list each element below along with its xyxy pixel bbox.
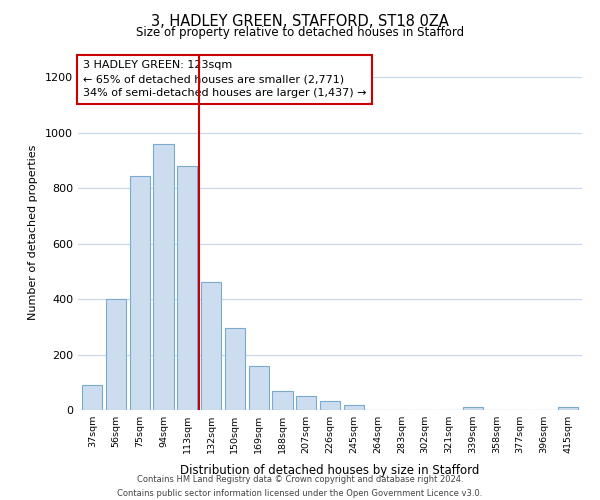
Bar [177,166,197,410]
Text: Contains HM Land Registry data © Crown copyright and database right 2024.
Contai: Contains HM Land Registry data © Crown c… [118,476,482,498]
Bar [344,405,364,410]
Bar [463,407,483,410]
Bar [296,396,316,410]
Bar [154,144,173,410]
Bar [106,299,126,410]
Bar [272,390,293,410]
Bar [557,407,578,410]
Text: 3, HADLEY GREEN, STAFFORD, ST18 0ZA: 3, HADLEY GREEN, STAFFORD, ST18 0ZA [151,14,449,29]
Bar [320,401,340,410]
Text: 3 HADLEY GREEN: 123sqm
← 65% of detached houses are smaller (2,771)
34% of semi-: 3 HADLEY GREEN: 123sqm ← 65% of detached… [83,60,367,98]
Bar [130,176,150,410]
Bar [201,282,221,410]
Text: Size of property relative to detached houses in Stafford: Size of property relative to detached ho… [136,26,464,39]
X-axis label: Distribution of detached houses by size in Stafford: Distribution of detached houses by size … [181,464,479,477]
Bar [225,328,245,410]
Y-axis label: Number of detached properties: Number of detached properties [28,145,38,320]
Bar [248,366,269,410]
Bar [82,385,103,410]
